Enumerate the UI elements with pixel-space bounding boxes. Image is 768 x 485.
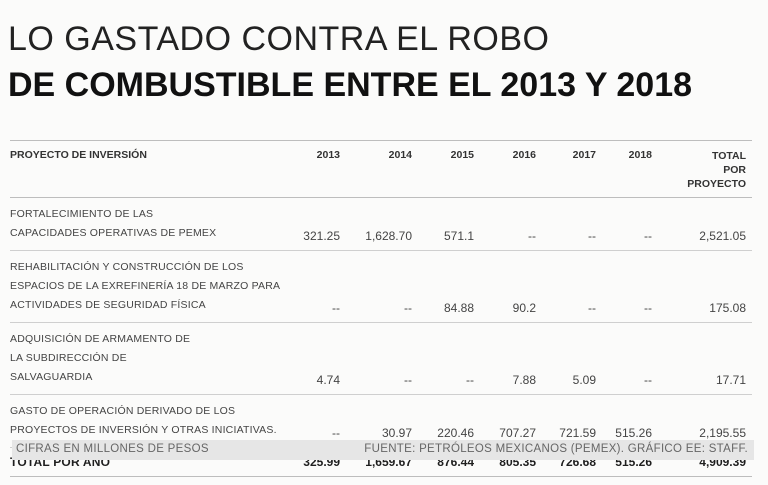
table-cell: 321.25 (288, 197, 346, 251)
column-header-2015: 2015 (418, 140, 480, 198)
table-cell: -- (418, 322, 480, 395)
table-cell: 4.74 (288, 322, 346, 395)
title-line-1: LO GASTADO CONTRA EL ROBO (8, 20, 550, 58)
units-note: CIFRAS EN MILLONES DE PESOS (16, 443, 209, 455)
table-cell: 30.97 (346, 394, 418, 448)
table-cell: -- (542, 250, 602, 323)
row-label: FORTALECIMIENTO DE LAS CAPACIDADES OPERA… (10, 197, 288, 251)
spending-table: PROYECTO DE INVERSIÓN 2013 2014 2015 201… (10, 140, 752, 477)
column-header-total: TOTAL POR PROYECTO (658, 140, 752, 198)
table-cell: 2,521.05 (658, 197, 752, 251)
column-header-2016: 2016 (480, 140, 542, 198)
table-cell: 84.88 (418, 250, 480, 323)
table-cell: -- (346, 250, 418, 323)
table-cell: -- (602, 197, 658, 251)
table-cell: -- (288, 250, 346, 323)
table-header-row: PROYECTO DE INVERSIÓN 2013 2014 2015 201… (10, 140, 752, 198)
table-cell: 571.1 (418, 197, 480, 251)
table-cell: 220.46 (418, 394, 480, 448)
table-row: GASTO DE OPERACIÓN DERIVADO DE LOS PROYE… (10, 394, 752, 448)
footer-bar: CIFRAS EN MILLONES DE PESOS FUENTE: PETR… (12, 440, 754, 460)
table-cell: -- (346, 322, 418, 395)
column-header-project: PROYECTO DE INVERSIÓN (10, 140, 288, 198)
table-cell: 721.59 (542, 394, 602, 448)
table-cell: 7.88 (480, 322, 542, 395)
table-cell: -- (602, 250, 658, 323)
table-cell: 2,195.55 (658, 394, 752, 448)
table-cell: -- (602, 322, 658, 395)
column-header-total-line1: TOTAL (711, 150, 746, 162)
table-cell: 175.08 (658, 250, 752, 323)
table-cell: 17.71 (658, 322, 752, 395)
table-cell: -- (480, 197, 542, 251)
table-cell: 1,628.70 (346, 197, 418, 251)
row-label: REHABILITACIÓN Y CONSTRUCCIÓN DE LOS ESP… (10, 250, 288, 323)
table-cell: 5.09 (542, 322, 602, 395)
table-row: REHABILITACIÓN Y CONSTRUCCIÓN DE LOS ESP… (10, 250, 752, 323)
row-label: ADQUISICIÓN DE ARMAMENTO DE LA SUBDIRECC… (10, 322, 288, 395)
table-cell: 707.27 (480, 394, 542, 448)
table-row: ADQUISICIÓN DE ARMAMENTO DE LA SUBDIRECC… (10, 322, 752, 395)
table-cell: 90.2 (480, 250, 542, 323)
column-header-total-line2: POR PROYECTO (687, 164, 746, 190)
row-label: GASTO DE OPERACIÓN DERIVADO DE LOS PROYE… (10, 394, 288, 448)
table-cell: -- (542, 197, 602, 251)
column-header-2014: 2014 (346, 140, 418, 198)
column-header-2013: 2013 (288, 140, 346, 198)
source-note: FUENTE: PETRÓLEOS MEXICANOS (PEMEX). GRÁ… (364, 443, 748, 455)
title-line-2: DE COMBUSTIBLE ENTRE EL 2013 Y 2018 (8, 66, 693, 104)
column-header-2017: 2017 (542, 140, 602, 198)
table-row: FORTALECIMIENTO DE LAS CAPACIDADES OPERA… (10, 197, 752, 251)
table-cell: -- (288, 394, 346, 448)
column-header-2018: 2018 (602, 140, 658, 198)
